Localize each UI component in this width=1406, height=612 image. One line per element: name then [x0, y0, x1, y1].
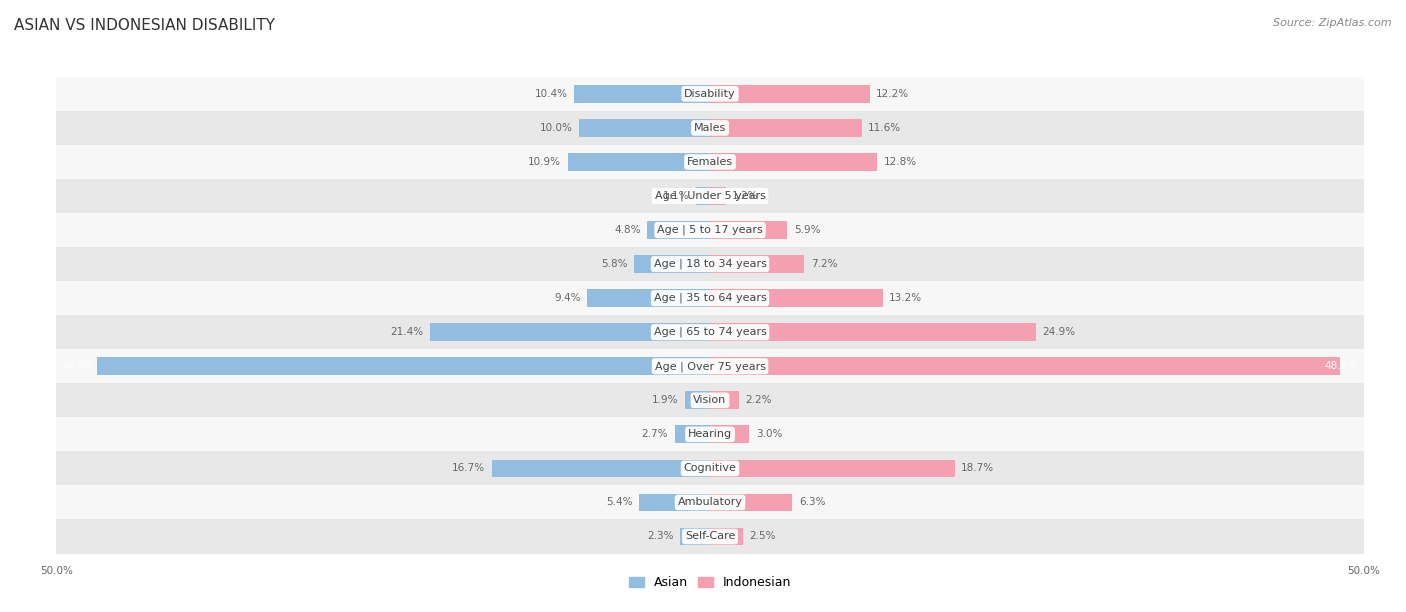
Text: Source: ZipAtlas.com: Source: ZipAtlas.com	[1274, 18, 1392, 28]
Bar	[710, 221, 787, 239]
Text: Cognitive: Cognitive	[683, 463, 737, 474]
Bar	[56, 179, 1364, 213]
Text: 12.2%: 12.2%	[876, 89, 910, 99]
Bar	[710, 357, 1340, 375]
Text: Age | 65 to 74 years: Age | 65 to 74 years	[654, 327, 766, 337]
Text: 2.3%: 2.3%	[647, 531, 673, 542]
Bar	[710, 528, 742, 545]
Text: Males: Males	[695, 123, 725, 133]
Text: 12.8%: 12.8%	[884, 157, 917, 167]
Bar	[710, 289, 883, 307]
Bar	[56, 213, 1364, 247]
Text: 1.1%: 1.1%	[662, 191, 689, 201]
Bar	[681, 528, 710, 545]
Text: 2.2%: 2.2%	[745, 395, 772, 405]
Bar	[710, 153, 877, 171]
Text: Age | Over 75 years: Age | Over 75 years	[655, 361, 765, 371]
Bar	[97, 357, 710, 375]
Text: 7.2%: 7.2%	[811, 259, 837, 269]
Bar	[710, 85, 869, 103]
Bar	[56, 383, 1364, 417]
Bar	[710, 187, 725, 205]
Text: 10.0%: 10.0%	[540, 123, 572, 133]
Bar	[574, 85, 710, 103]
Bar	[56, 520, 1364, 553]
Bar	[56, 247, 1364, 281]
Text: Hearing: Hearing	[688, 430, 733, 439]
Bar	[710, 323, 1036, 341]
Text: 13.2%: 13.2%	[889, 293, 922, 303]
Bar	[710, 425, 749, 443]
Text: 21.4%: 21.4%	[391, 327, 423, 337]
Text: Age | 5 to 17 years: Age | 5 to 17 years	[657, 225, 763, 235]
Text: 16.7%: 16.7%	[451, 463, 485, 474]
Bar	[430, 323, 710, 341]
Text: 2.7%: 2.7%	[641, 430, 668, 439]
Bar	[56, 485, 1364, 520]
Bar	[56, 145, 1364, 179]
Text: ASIAN VS INDONESIAN DISABILITY: ASIAN VS INDONESIAN DISABILITY	[14, 18, 276, 34]
Text: Age | 18 to 34 years: Age | 18 to 34 years	[654, 259, 766, 269]
Bar	[647, 221, 710, 239]
Bar	[492, 460, 710, 477]
Bar	[56, 417, 1364, 452]
Text: 6.3%: 6.3%	[799, 498, 825, 507]
Text: 1.9%: 1.9%	[652, 395, 679, 405]
Bar	[56, 77, 1364, 111]
Text: 10.9%: 10.9%	[529, 157, 561, 167]
Text: 2.5%: 2.5%	[749, 531, 776, 542]
Text: 46.9%: 46.9%	[63, 361, 96, 371]
Bar	[710, 494, 793, 511]
Text: 5.4%: 5.4%	[606, 498, 633, 507]
Bar	[588, 289, 710, 307]
Bar	[710, 392, 738, 409]
Bar	[56, 111, 1364, 145]
Bar	[56, 315, 1364, 349]
Legend: Asian, Indonesian: Asian, Indonesian	[624, 571, 796, 594]
Bar	[634, 255, 710, 273]
Bar	[56, 452, 1364, 485]
Text: Ambulatory: Ambulatory	[678, 498, 742, 507]
Bar	[710, 255, 804, 273]
Text: 18.7%: 18.7%	[962, 463, 994, 474]
Text: 4.8%: 4.8%	[614, 225, 641, 235]
Text: Self-Care: Self-Care	[685, 531, 735, 542]
Text: Disability: Disability	[685, 89, 735, 99]
Text: Females: Females	[688, 157, 733, 167]
Text: 48.2%: 48.2%	[1324, 361, 1357, 371]
Text: 5.9%: 5.9%	[794, 225, 820, 235]
Text: 24.9%: 24.9%	[1042, 327, 1076, 337]
Text: 3.0%: 3.0%	[756, 430, 782, 439]
Bar	[710, 460, 955, 477]
Text: 9.4%: 9.4%	[554, 293, 581, 303]
Text: Age | Under 5 years: Age | Under 5 years	[655, 191, 765, 201]
Bar	[675, 425, 710, 443]
Bar	[56, 349, 1364, 383]
Text: 11.6%: 11.6%	[869, 123, 901, 133]
Bar	[640, 494, 710, 511]
Bar	[685, 392, 710, 409]
Bar	[56, 281, 1364, 315]
Bar	[568, 153, 710, 171]
Bar	[696, 187, 710, 205]
Text: 5.8%: 5.8%	[602, 259, 627, 269]
Text: 1.2%: 1.2%	[733, 191, 759, 201]
Bar	[710, 119, 862, 136]
Text: Vision: Vision	[693, 395, 727, 405]
Bar	[579, 119, 710, 136]
Text: Age | 35 to 64 years: Age | 35 to 64 years	[654, 293, 766, 304]
Text: 10.4%: 10.4%	[534, 89, 568, 99]
